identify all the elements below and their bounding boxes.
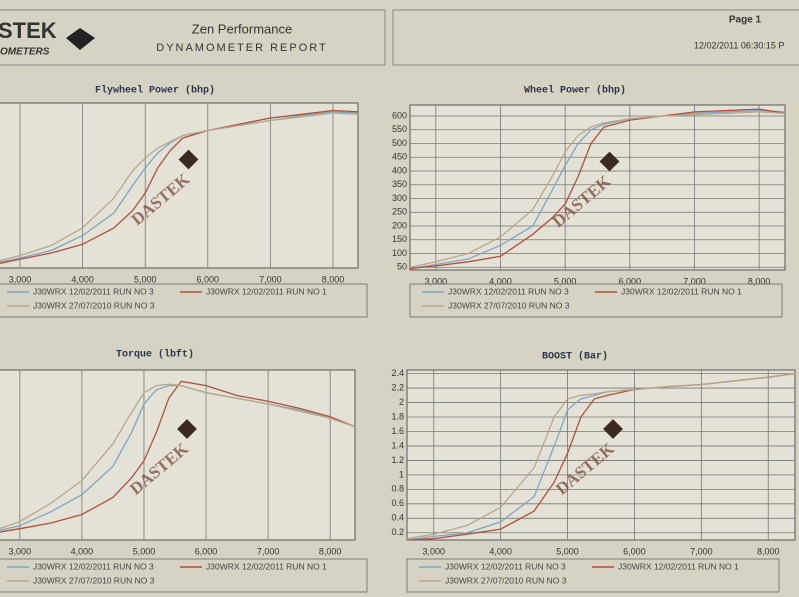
- watermark-icon: [177, 419, 197, 439]
- legend-label: J30WRX 12/02/2011 RUN NO 3: [33, 561, 154, 571]
- x-tick-label: 5,000: [556, 546, 579, 556]
- x-tick-label: 6,000: [623, 546, 646, 556]
- x-tick-label: 5,000: [554, 276, 577, 286]
- header-title: Zen Performance: [192, 21, 292, 36]
- y-tick-label: 550: [392, 124, 407, 134]
- series-line: [409, 109, 786, 270]
- header-subtitle: DYNAMOMETER REPORT: [156, 42, 327, 54]
- plot-area: [409, 104, 786, 271]
- series-line: [0, 380, 356, 533]
- series-line: [0, 112, 359, 262]
- legend-label: J30WRX 12/02/2011 RUN NO 3: [33, 286, 154, 296]
- x-tick-label: 7,000: [683, 276, 706, 286]
- legend-box: [0, 283, 368, 318]
- legend-label: J30WRX 27/07/2010 RUN NO 3: [445, 575, 567, 585]
- y-tick-label: 250: [392, 207, 407, 217]
- x-tick-label: 6,000: [195, 546, 218, 556]
- x-tick-label: 5,000: [133, 546, 156, 556]
- x-tick-label: 7,000: [259, 274, 282, 284]
- x-tick-label: 8,000: [322, 274, 345, 284]
- x-tick-label: 4,000: [489, 276, 512, 286]
- legend-label: J30WRX 27/07/2010 RUN NO 3: [33, 575, 155, 585]
- x-tick-label: 6,000: [197, 274, 220, 284]
- x-tick-label: 3,000: [9, 546, 32, 556]
- y-tick-label: 1.4: [391, 440, 404, 450]
- legend-label: J30WRX 12/02/2011 RUN NO 3: [445, 561, 566, 571]
- y-tick-label: 2.4: [391, 368, 404, 378]
- timestamp: 12/02/2011 06:30:15 P: [694, 40, 784, 50]
- plot-area: [406, 369, 796, 541]
- series-line: [0, 383, 356, 530]
- y-tick-label: 2.2: [391, 382, 404, 392]
- legend-box: [0, 558, 368, 593]
- y-tick-label: 2: [399, 397, 404, 407]
- x-tick-label: 8,000: [757, 546, 780, 556]
- logo: STEK: [0, 18, 57, 43]
- x-tick-label: 3,000: [9, 274, 32, 284]
- logo-icon: [66, 28, 95, 50]
- legend-label: J30WRX 12/02/2011 RUN NO 1: [206, 561, 327, 571]
- legend-label: J30WRX 12/02/2011 RUN NO 3: [448, 286, 569, 296]
- x-tick-label: 4,000: [71, 546, 94, 556]
- legend-box: [409, 283, 783, 318]
- y-tick-label: 600: [392, 110, 407, 120]
- series-line: [406, 372, 796, 540]
- logo-sub: OMETERS: [0, 47, 50, 58]
- y-tick-label: 100: [392, 248, 407, 258]
- header-box: [0, 9, 386, 66]
- x-tick-label: 6,000: [619, 276, 642, 286]
- y-tick-label: 300: [392, 193, 407, 203]
- page-number: Page 1: [729, 15, 762, 26]
- y-tick-label: 150: [392, 234, 407, 244]
- x-tick-label: 7,000: [257, 546, 280, 556]
- x-tick-label: 8,000: [748, 276, 771, 286]
- x-tick-label: 7,000: [690, 546, 713, 556]
- chart-title: Flywheel Power (bhp): [95, 85, 215, 97]
- y-tick-label: 1.2: [391, 455, 404, 465]
- y-tick-label: 1: [399, 469, 404, 479]
- x-tick-label: 3,000: [425, 276, 448, 286]
- legend-label: J30WRX 27/07/2010 RUN NO 3: [33, 300, 155, 310]
- chart-title: BOOST (Bar): [542, 351, 608, 363]
- x-tick-label: 4,000: [71, 274, 94, 284]
- y-tick-label: 0.6: [391, 498, 404, 508]
- legend-box: [406, 558, 780, 593]
- watermark-icon: [178, 149, 199, 170]
- legend-label: J30WRX 12/02/2011 RUN NO 1: [621, 286, 742, 296]
- legend-label: J30WRX 12/02/2011 RUN NO 1: [618, 561, 739, 571]
- y-tick-label: 0.8: [391, 484, 404, 494]
- x-tick-label: 4,000: [489, 546, 512, 556]
- header-box: [392, 9, 799, 66]
- y-tick-label: 450: [392, 152, 407, 162]
- y-tick-label: 1.8: [391, 411, 404, 421]
- chart-title: Torque (lbft): [116, 349, 194, 361]
- y-tick-label: 0.4: [391, 513, 404, 523]
- series-line: [0, 384, 356, 532]
- y-tick-label: 0.2: [391, 527, 404, 537]
- legend-label: J30WRX 27/07/2010 RUN NO 3: [448, 300, 570, 310]
- plot-area: [0, 369, 356, 541]
- series-line: [409, 108, 786, 270]
- y-tick-label: 1.6: [391, 426, 404, 436]
- chart-title: Wheel Power (bhp): [524, 85, 626, 97]
- y-tick-label: 400: [392, 165, 407, 175]
- legend-label: J30WRX 12/02/2011 RUN NO 1: [206, 286, 327, 296]
- y-tick-label: 200: [392, 220, 407, 230]
- x-tick-label: 3,000: [422, 546, 445, 556]
- y-tick-label: 350: [392, 179, 407, 189]
- series-line: [409, 111, 786, 268]
- watermark-icon: [603, 419, 623, 439]
- x-tick-label: 8,000: [319, 546, 342, 556]
- y-tick-label: 50: [397, 262, 407, 272]
- y-tick-label: 500: [392, 138, 407, 148]
- series-line: [0, 109, 359, 264]
- x-tick-label: 5,000: [134, 274, 157, 284]
